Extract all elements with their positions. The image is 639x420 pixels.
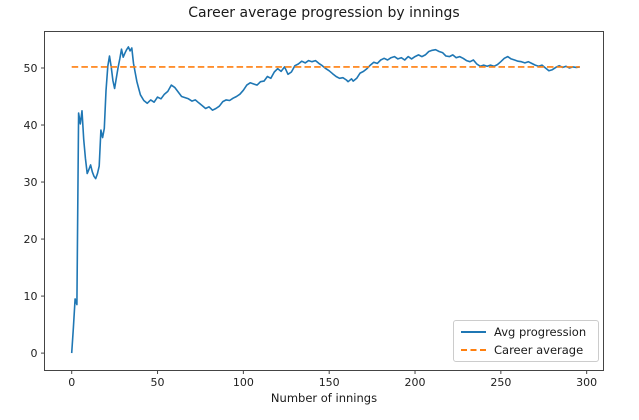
x-tick-label: 300 <box>576 376 597 389</box>
x-axis-label: Number of innings <box>270 391 378 405</box>
plot-area <box>44 31 604 371</box>
legend-label-avg-progression: Avg progression <box>494 325 587 339</box>
y-tick-label: 10 <box>24 290 38 303</box>
x-tick-label: 250 <box>490 376 511 389</box>
legend: Avg progression Career average <box>453 320 599 362</box>
x-tick-label: 0 <box>68 376 75 389</box>
y-tick-label: 30 <box>24 176 38 189</box>
y-tick-label: 20 <box>24 233 38 246</box>
legend-label-career-average: Career average <box>494 343 584 357</box>
y-tick-label: 50 <box>24 62 38 75</box>
avg-progression-line-sample-icon <box>461 331 486 333</box>
legend-item-avg-progression: Avg progression <box>461 324 598 340</box>
chart-title: Career average progression by innings <box>188 5 460 21</box>
y-tick-label: 40 <box>24 119 38 132</box>
x-tick-label: 200 <box>405 376 426 389</box>
y-tick-label: 0 <box>31 347 38 360</box>
career-average-line-sample-icon <box>461 349 486 351</box>
legend-item-career-average: Career average <box>461 342 598 358</box>
avg-progression-line <box>70 46 580 354</box>
x-tick-label: 150 <box>319 376 340 389</box>
x-tick-label: 100 <box>233 376 254 389</box>
x-tick-label: 50 <box>151 376 165 389</box>
